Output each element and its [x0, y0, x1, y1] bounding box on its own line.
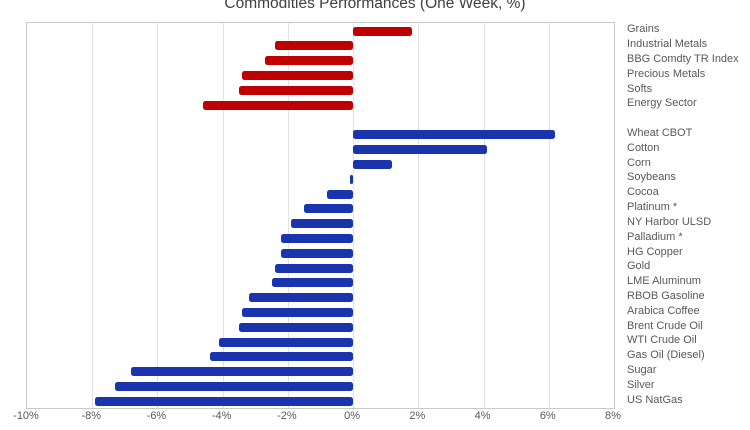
- x-tick-label-6: 6%: [539, 410, 556, 422]
- bar-cotton: [353, 145, 487, 155]
- category-label-bbg-comdty-tr-index: BBG Comdty TR Index: [627, 53, 739, 65]
- x-tick-label--6: -6%: [146, 410, 167, 422]
- category-label-gold: Gold: [627, 260, 651, 273]
- category-label-softs: Softs: [627, 82, 653, 95]
- x-tick-label-8: 8%: [605, 410, 621, 422]
- bar-rbob-gasoline: [248, 293, 354, 303]
- category-label-palladium: Palladium *: [627, 230, 683, 243]
- gridline--4: [222, 23, 224, 408]
- gridline--2: [287, 23, 289, 408]
- category-label-wti-crude-oil: WTI Crude Oil: [627, 334, 697, 347]
- bar-lme-aluminum: [271, 278, 354, 288]
- x-tick-label--2: -2%: [277, 410, 297, 422]
- category-label-energy-sector: Energy Sector: [627, 97, 697, 110]
- category-label-soybeans: Soybeans: [627, 171, 676, 184]
- bar-softs: [238, 85, 354, 95]
- category-label-lme-aluminum: LME Aluminum: [627, 275, 701, 288]
- bar-wti-crude-oil: [219, 337, 354, 347]
- bar-gold: [274, 263, 354, 273]
- bar-palladium: [281, 233, 354, 243]
- category-label-us-natgas: US NatGas: [627, 393, 683, 406]
- bar-energy-sector: [203, 100, 354, 110]
- category-label-brent-crude-oil: Brent Crude Oil: [627, 319, 703, 332]
- category-label-wheat-cbot: Wheat CBOT: [627, 127, 693, 140]
- category-label-sugar: Sugar: [627, 363, 657, 376]
- category-label-corn: Corn: [627, 156, 651, 169]
- category-label-column: Grains Industrial Metals BBG Comdty TR Ind…: [627, 22, 750, 407]
- bar-precious-metals: [242, 71, 354, 81]
- bar-brent-crude-oil: [238, 322, 354, 332]
- bar-silver: [115, 382, 354, 392]
- category-label-cotton: Cotton: [627, 141, 660, 154]
- category-label-rbob-gasoline: RBOB Gasoline: [627, 289, 705, 302]
- x-tick-label--10: -10%: [13, 410, 39, 422]
- gridline-0: [353, 23, 355, 408]
- bar-industrial-metals: [274, 41, 354, 51]
- bar-platinum: [304, 204, 354, 214]
- bar-grains: [353, 26, 412, 36]
- bar-cocoa: [327, 189, 354, 199]
- bar-corn: [353, 159, 393, 169]
- gridline-2: [418, 23, 420, 408]
- bar-ny-harbor-ulsd: [291, 219, 354, 229]
- x-axis: -10% -8% -6% -4% -2% 0% 2% 4% 6% 8%: [0, 410, 750, 426]
- category-label-arabica-coffee: Arabica Coffee: [627, 304, 700, 317]
- gridline--6: [157, 23, 159, 408]
- x-tick-label--8: -8%: [81, 410, 101, 422]
- bar-wheat-cbot: [353, 130, 556, 140]
- x-tick-label-4: 4%: [474, 410, 491, 422]
- category-label-industrial-metals: Industrial Metals: [627, 38, 708, 51]
- x-tick-label-2: 2%: [409, 410, 426, 422]
- gridline-4: [483, 23, 485, 408]
- gridline--8: [92, 23, 94, 408]
- category-label-hg-copper: HG Copper: [627, 245, 683, 258]
- category-label-platinum: Platinum *: [627, 201, 678, 214]
- bar-gas-oil-diesel: [209, 352, 354, 362]
- x-tick-label--4: -4%: [211, 410, 232, 422]
- plot-area: [26, 22, 615, 409]
- x-tick-label-0: 0%: [344, 410, 361, 422]
- chart-title: Commodities Performances (One Week, %): [224, 0, 526, 12]
- bar-bbg-comdty-tr-index: [265, 56, 354, 66]
- category-label-gas-oil-diesel: Gas Oil (Diesel): [627, 349, 705, 362]
- category-label-precious-metals: Precious Metals: [627, 67, 706, 80]
- category-label-grains: Grains: [627, 23, 660, 36]
- gridline-6: [548, 23, 550, 408]
- category-label-ny-harbor-ulsd: NY Harbor ULSD: [627, 215, 712, 228]
- bar-us-natgas: [95, 396, 354, 406]
- bar-soybeans: [349, 174, 354, 184]
- bar-hg-copper: [281, 248, 354, 258]
- bar-sugar: [131, 367, 354, 377]
- bar-arabica-coffee: [242, 307, 354, 317]
- category-label-cocoa: Cocoa: [627, 186, 659, 199]
- category-label-silver: Silver: [627, 378, 655, 391]
